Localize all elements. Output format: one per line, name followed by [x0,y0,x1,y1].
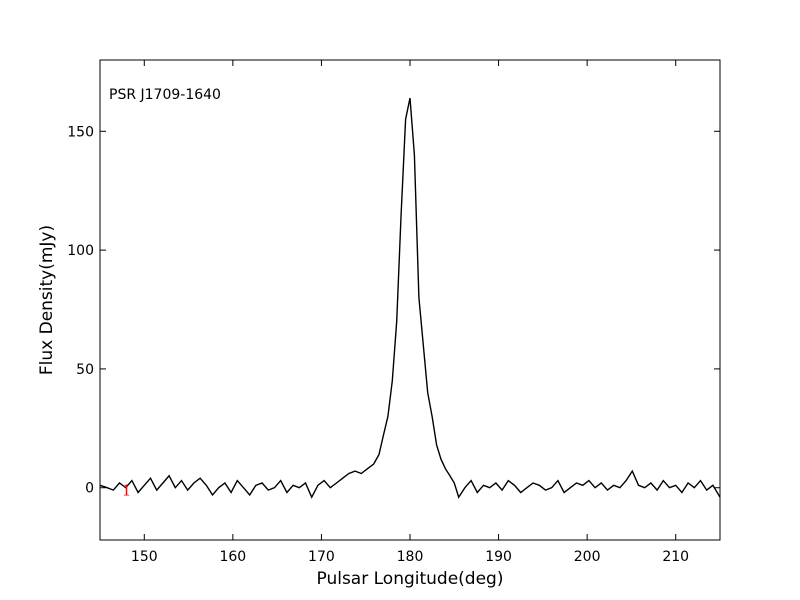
plot-area [100,60,720,540]
x-tick-label: 200 [574,549,601,565]
marker-label: 1 [122,482,132,500]
pulsar-name-annotation: PSR J1709-1640 [109,87,221,103]
x-tick-label: 170 [308,549,335,565]
series-line [99,97,721,499]
y-axis-ticks: 0 50 100 150 [67,124,720,497]
y-tick-label: 100 [67,243,94,259]
x-tick-label: 160 [219,549,246,565]
x-tick-label: 210 [662,549,689,565]
x-axis-label: Pulsar Longitude(deg) [317,569,504,589]
x-tick-label: 190 [485,549,512,565]
x-tick-label: 180 [397,549,424,565]
y-tick-label: 50 [76,362,94,378]
y-axis-label: Flux Density(mJy) [37,225,57,375]
y-tick-label: 0 [85,481,94,497]
y-tick-label: 150 [67,124,94,140]
x-tick-label: 150 [131,549,158,565]
plot-frame [99,59,721,541]
x-axis-ticks: 150 160 170 180 190 200 210 [131,60,689,565]
